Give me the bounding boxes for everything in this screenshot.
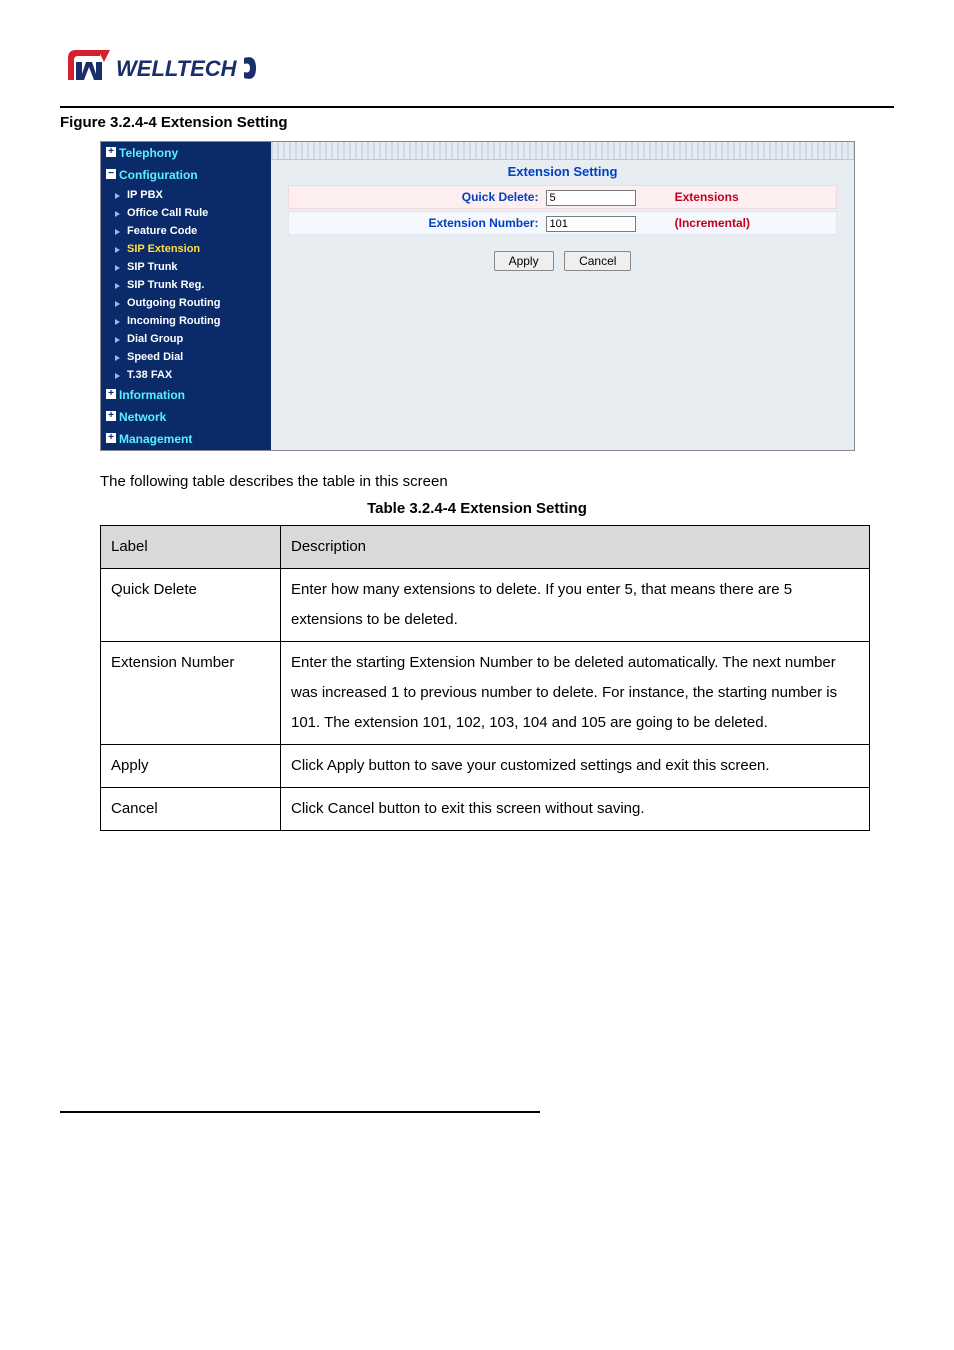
sidebar-item-speed-dial[interactable]: Speed Dial: [101, 348, 271, 366]
pattern-bar: [271, 142, 854, 160]
input-quick-delete[interactable]: [546, 190, 636, 206]
suffix-incremental: (Incremental): [675, 216, 830, 230]
label-quick-delete: Quick Delete:: [295, 190, 546, 204]
table-row: Cancel Click Cancel button to exit this …: [101, 788, 870, 831]
app-screenshot: Telephony Configuration IP PBX Office Ca…: [100, 141, 855, 451]
table-cell: Enter the starting Extension Number to b…: [281, 642, 870, 745]
sidebar: Telephony Configuration IP PBX Office Ca…: [101, 142, 271, 450]
apply-button[interactable]: Apply: [494, 251, 554, 271]
suffix-extensions: Extensions: [675, 190, 830, 204]
form-rows: Quick Delete: Extensions Extension Numbe…: [288, 185, 836, 235]
input-extension-number[interactable]: [546, 216, 636, 232]
table-cell: Enter how many extensions to delete. If …: [281, 569, 870, 642]
form-row-extension-number: Extension Number: (Incremental): [288, 211, 836, 235]
sidebar-item-outgoing-routing[interactable]: Outgoing Routing: [101, 294, 271, 312]
figure-title: Figure 3.2.4-4 Extension Setting: [60, 114, 894, 131]
sidebar-section-network[interactable]: Network: [101, 406, 271, 428]
table-cell: Click Cancel button to exit this screen …: [281, 788, 870, 831]
table-cell: Quick Delete: [101, 569, 281, 642]
sidebar-section-configuration[interactable]: Configuration: [101, 164, 271, 186]
sidebar-item-sip-trunk-reg[interactable]: SIP Trunk Reg.: [101, 276, 271, 294]
table-cell: Cancel: [101, 788, 281, 831]
sidebar-item-sip-trunk[interactable]: SIP Trunk: [101, 258, 271, 276]
body-text: The following table describes the table …: [100, 473, 894, 490]
table-row: Quick Delete Enter how many extensions t…: [101, 569, 870, 642]
header-rule: [60, 106, 894, 108]
sidebar-item-dial-group[interactable]: Dial Group: [101, 330, 271, 348]
form-row-quick-delete: Quick Delete: Extensions: [288, 185, 836, 209]
logo: WELLTECH: [60, 40, 894, 94]
table-cell: Apply: [101, 745, 281, 788]
label-extension-number: Extension Number:: [295, 216, 546, 230]
sidebar-item-incoming-routing[interactable]: Incoming Routing: [101, 312, 271, 330]
table-header-row: Label Description: [101, 526, 870, 569]
sidebar-section-telephony[interactable]: Telephony: [101, 142, 271, 164]
table-cell: Click Apply button to save your customiz…: [281, 745, 870, 788]
sidebar-item-feature-code[interactable]: Feature Code: [101, 222, 271, 240]
sidebar-section-information[interactable]: Information: [101, 384, 271, 406]
sidebar-item-ip-pbx[interactable]: IP PBX: [101, 186, 271, 204]
table-title: Table 3.2.4-4 Extension Setting: [60, 500, 894, 517]
table-row: Extension Number Enter the starting Exte…: [101, 642, 870, 745]
description-table: Label Description Quick Delete Enter how…: [100, 525, 870, 831]
sidebar-item-sip-extension[interactable]: SIP Extension: [101, 240, 271, 258]
sidebar-item-t38-fax[interactable]: T.38 FAX: [101, 366, 271, 384]
cancel-button[interactable]: Cancel: [564, 251, 631, 271]
sidebar-item-office-call-rule[interactable]: Office Call Rule: [101, 204, 271, 222]
button-row: Apply Cancel: [271, 237, 854, 291]
table-header-label: Label: [101, 526, 281, 569]
table-row: Apply Click Apply button to save your cu…: [101, 745, 870, 788]
logo-text: WELLTECH: [116, 56, 238, 81]
content-panel: Extension Setting Quick Delete: Extensio…: [271, 142, 854, 450]
table-cell: Extension Number: [101, 642, 281, 745]
sidebar-section-management[interactable]: Management: [101, 428, 271, 450]
footer-rule: [60, 1111, 540, 1113]
panel-title: Extension Setting: [271, 160, 854, 185]
table-header-description: Description: [281, 526, 870, 569]
